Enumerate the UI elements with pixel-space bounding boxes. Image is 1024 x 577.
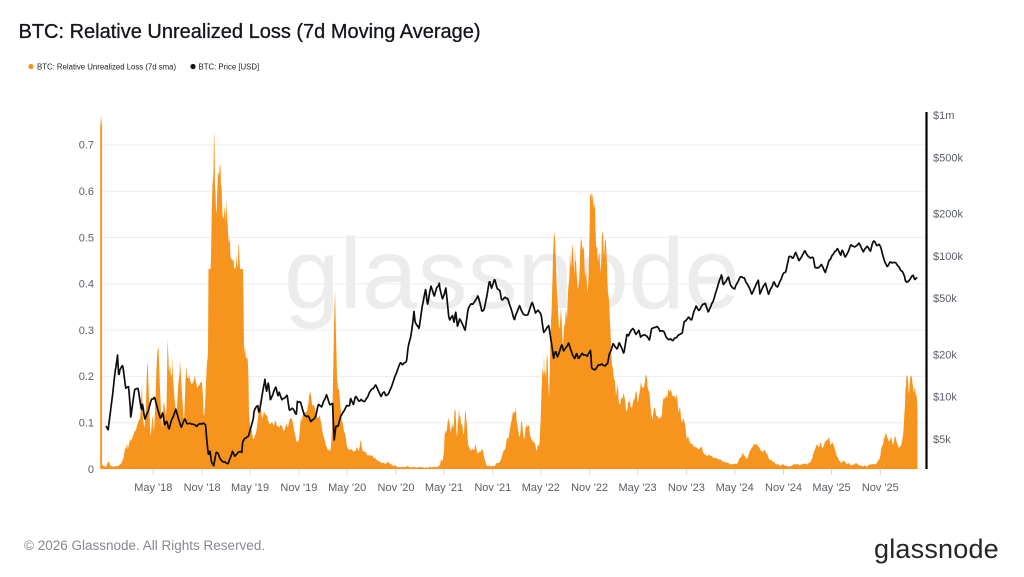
svg-text:Nov '24: Nov '24	[765, 482, 802, 494]
svg-text:0.5: 0.5	[79, 232, 94, 244]
svg-text:May '20: May '20	[328, 482, 366, 494]
svg-text:0.7: 0.7	[79, 140, 94, 152]
svg-text:May '21: May '21	[425, 482, 463, 494]
svg-text:$5k: $5k	[933, 434, 951, 446]
svg-text:May '23: May '23	[619, 482, 657, 494]
svg-text:$500k: $500k	[933, 152, 963, 164]
svg-text:0.3: 0.3	[79, 325, 94, 337]
svg-text:Nov '18: Nov '18	[184, 482, 221, 494]
svg-text:BTC: Price [USD]: BTC: Price [USD]	[199, 63, 260, 72]
svg-text:May '25: May '25	[812, 482, 850, 494]
svg-text:May '18: May '18	[134, 482, 172, 494]
svg-text:0.6: 0.6	[79, 186, 94, 198]
svg-text:0: 0	[88, 464, 94, 476]
svg-text:Nov '25: Nov '25	[862, 482, 899, 494]
svg-text:$200k: $200k	[933, 208, 963, 220]
svg-text:$1m: $1m	[933, 110, 954, 122]
svg-text:BTC: Relative Unrealized Loss: BTC: Relative Unrealized Loss (7d Moving…	[19, 21, 481, 43]
svg-text:Nov '23: Nov '23	[668, 482, 705, 494]
svg-text:May '24: May '24	[716, 482, 754, 494]
svg-text:$10k: $10k	[933, 392, 957, 404]
svg-text:Nov '21: Nov '21	[474, 482, 511, 494]
svg-text:0.2: 0.2	[79, 371, 94, 383]
svg-text:glassnode: glassnode	[874, 534, 999, 564]
svg-text:May '19: May '19	[231, 482, 269, 494]
svg-text:May '22: May '22	[522, 482, 560, 494]
svg-text:$50k: $50k	[933, 293, 957, 305]
svg-text:Nov '19: Nov '19	[280, 482, 317, 494]
svg-text:© 2026 Glassnode. All Rights R: © 2026 Glassnode. All Rights Reserved.	[24, 538, 265, 553]
svg-text:Nov '22: Nov '22	[571, 482, 608, 494]
svg-text:$20k: $20k	[933, 349, 957, 361]
svg-text:Nov '20: Nov '20	[378, 482, 415, 494]
svg-text:0.1: 0.1	[79, 418, 94, 430]
svg-text:BTC: Relative Unrealized Loss: BTC: Relative Unrealized Loss (7d sma)	[37, 63, 176, 72]
svg-text:0.4: 0.4	[79, 279, 94, 291]
svg-text:$100k: $100k	[933, 251, 963, 263]
